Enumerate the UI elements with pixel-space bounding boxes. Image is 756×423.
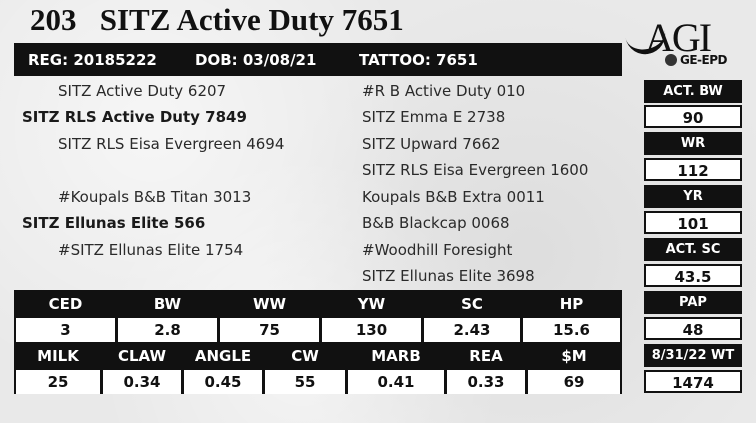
- epd-value-angle: 0.45: [184, 370, 262, 394]
- epd-grid: CED BW WW YW SC HP 3 2.8 75 130 2.43 15.…: [14, 290, 622, 394]
- epd-value-rea: 0.33: [447, 370, 525, 394]
- epd-header-rea: REA: [447, 344, 525, 368]
- pedigree-right-4: SITZ RLS Eisa Evergreen 1600: [362, 161, 589, 179]
- agi-logo: AGI GE-EPD: [625, 15, 745, 72]
- pedigree-dam-sire-sire: #Koupals B&B Titan 3013: [58, 188, 252, 206]
- epd-value-marb: 0.41: [348, 370, 444, 394]
- side-label-weight: 8/31/22 WT: [644, 344, 742, 367]
- pedigree-right-5: Koupals B&B Extra 0011: [362, 188, 545, 206]
- logo-dot-icon: [665, 54, 677, 66]
- epd-header-bw: BW: [118, 292, 217, 316]
- logo-text: AGI: [645, 15, 712, 60]
- tattoo: TATTOO: 7651: [359, 51, 478, 69]
- epd-header-angle: ANGLE: [184, 344, 262, 368]
- epd-header-ced: CED: [16, 292, 115, 316]
- pedigree-dam-dam-sire: #SITZ Ellunas Elite 1754: [58, 241, 244, 259]
- epd-value-ww: 75: [220, 318, 319, 342]
- pedigree-sire-dam-sire: SITZ RLS Eisa Evergreen 4694: [58, 135, 285, 153]
- epd-value-milk: 25: [16, 370, 100, 394]
- pedigree-sire: SITZ RLS Active Duty 7849: [22, 108, 247, 126]
- pedigree-right-7: #Woodhill Foresight: [362, 241, 513, 259]
- animal-title: 203 SITZ Active Duty 7651: [30, 2, 404, 37]
- side-value-yr: 101: [644, 211, 742, 234]
- epd-value-hp: 15.6: [523, 318, 620, 342]
- side-value-wr: 112: [644, 158, 742, 181]
- pedigree-right-8: SITZ Ellunas Elite 3698: [362, 267, 535, 285]
- side-value-pap: 48: [644, 317, 742, 340]
- epd-value-m: 69: [528, 370, 620, 394]
- side-label-act-sc: ACT. SC: [644, 238, 742, 261]
- pedigree-right-2: SITZ Emma E 2738: [362, 108, 506, 126]
- epd-value-ced: 3: [16, 318, 115, 342]
- side-label-pap: PAP: [644, 291, 742, 314]
- side-label-yr: YR: [644, 185, 742, 208]
- epd-header-m: $M: [528, 344, 620, 368]
- id-bar: REG: 20185222 DOB: 03/08/21 TATTOO: 7651: [14, 43, 622, 76]
- side-label-wr: WR: [644, 132, 742, 155]
- epd-value-yw: 130: [322, 318, 421, 342]
- epd-header-cw: CW: [265, 344, 345, 368]
- epd-header-ww: WW: [220, 292, 319, 316]
- epd-header-sc: SC: [424, 292, 520, 316]
- epd-value-bw: 2.8: [118, 318, 217, 342]
- epd-header-hp: HP: [523, 292, 620, 316]
- epd-value-sc: 2.43: [424, 318, 520, 342]
- epd-header-milk: MILK: [16, 344, 100, 368]
- pedigree-right-3: SITZ Upward 7662: [362, 135, 501, 153]
- epd-header-claw: CLAW: [103, 344, 181, 368]
- pedigree-right-6: B&B Blackcap 0068: [362, 214, 510, 232]
- side-value-act-sc: 43.5: [644, 264, 742, 287]
- pedigree-right-1: #R B Active Duty 010: [362, 82, 526, 100]
- date-of-birth: DOB: 03/08/21: [195, 51, 317, 69]
- epd-value-claw: 0.34: [103, 370, 181, 394]
- side-value-act-bw: 90: [644, 105, 742, 128]
- pedigree-sire-sire-sire: SITZ Active Duty 6207: [58, 82, 227, 100]
- epd-header-yw: YW: [322, 292, 421, 316]
- logo-subtext: GE-EPD: [680, 53, 727, 67]
- pedigree-dam: SITZ Ellunas Elite 566: [22, 214, 206, 232]
- side-value-weight: 1474: [644, 370, 742, 393]
- registration-number: REG: 20185222: [28, 51, 157, 69]
- epd-header-marb: MARB: [348, 344, 444, 368]
- epd-value-cw: 55: [265, 370, 345, 394]
- side-label-act-bw: ACT. BW: [644, 80, 742, 103]
